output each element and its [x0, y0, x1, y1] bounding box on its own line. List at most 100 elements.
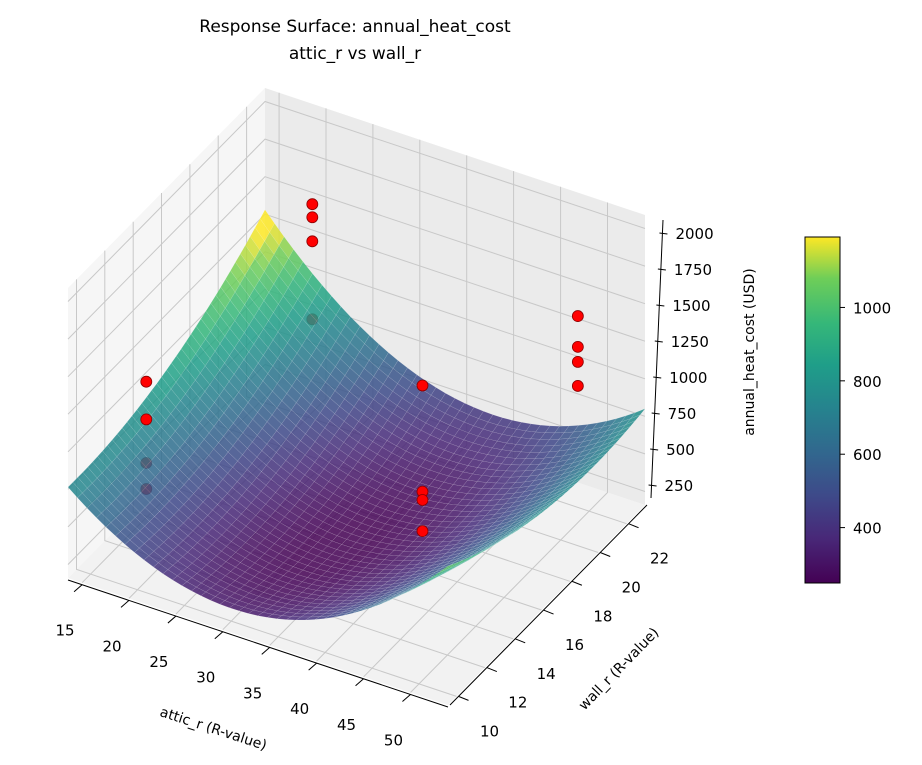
x-tick [355, 678, 364, 687]
y-tick-label: 20 [622, 578, 641, 596]
surface-patch [443, 562, 459, 572]
y-tick-label: 10 [480, 722, 499, 740]
surface-patch [561, 483, 577, 494]
z-gridline [67, 176, 646, 378]
surface-patch [462, 553, 478, 563]
surface-patch [522, 516, 537, 527]
y-axis-label: wall_r (R-value) [576, 625, 663, 714]
visible-points [140, 198, 584, 538]
y-gridline [104, 250, 485, 669]
surface-patch [610, 432, 626, 443]
z-axis-label: annual_heat_cost (USD) [742, 268, 758, 436]
z-tick [648, 484, 657, 487]
x-tick [167, 615, 177, 624]
y-tick [628, 523, 639, 529]
surface-patch [591, 453, 606, 464]
x-tick-label: 25 [149, 653, 168, 671]
x-tick-label: 40 [290, 700, 309, 718]
data-point [571, 356, 584, 368]
x-tick [402, 694, 411, 702]
surface-patch [595, 448, 611, 459]
data-point [571, 310, 584, 322]
x-tick [214, 631, 224, 640]
z-tick [650, 448, 659, 451]
z-tick [651, 412, 660, 415]
y-tick-label: 18 [593, 607, 612, 625]
surface-patch [566, 478, 582, 489]
data-point [306, 211, 319, 224]
surface-patch [581, 464, 596, 475]
surface-patch [600, 443, 616, 454]
colorbar-tick-label: 400 [853, 520, 882, 538]
surface-patch [507, 527, 523, 537]
y-tick [543, 609, 554, 615]
surface-patch [487, 539, 503, 550]
z-tick-label: 1250 [671, 333, 709, 351]
chart-subtitle: attic_r vs wall_r [289, 44, 421, 64]
colorbar-tick-label: 600 [853, 446, 882, 464]
z-tick [654, 340, 663, 343]
surface-patch [629, 408, 646, 420]
surface-patch [546, 496, 562, 507]
surface-patch [551, 492, 567, 502]
z-tick [659, 232, 668, 235]
data-point [416, 525, 429, 538]
x-tick [120, 600, 130, 608]
z-tick [657, 268, 666, 271]
x-tick-label: 15 [56, 622, 75, 640]
response-surface [67, 209, 646, 621]
colorbar-tick-label: 1000 [853, 299, 891, 317]
y-tick-label: 22 [650, 550, 669, 568]
data-point [306, 198, 319, 211]
surface-patch [531, 508, 547, 519]
data-point [416, 379, 429, 392]
x-tick-label: 35 [243, 684, 262, 702]
surface-patch [586, 459, 601, 470]
z-tick-label: 750 [668, 405, 697, 423]
chart-title: Response Surface: annual_heat_cost [199, 17, 511, 37]
surface-patch [526, 512, 542, 523]
y-tick [486, 667, 498, 673]
surface-patch [541, 500, 557, 511]
x-tick [261, 647, 271, 655]
surface-patch [458, 555, 473, 565]
z-tick-label: 1500 [672, 297, 710, 315]
data-point [571, 340, 584, 353]
surface-patch [477, 545, 493, 555]
z-axis-line [650, 219, 664, 499]
y-axis-line [449, 504, 648, 706]
colorbar-tick-label: 800 [853, 373, 882, 391]
data-point [140, 375, 153, 388]
surface-patch [576, 469, 591, 479]
z-tick-label: 250 [665, 477, 694, 495]
surface-patch [453, 557, 468, 567]
x-tick-label: 20 [102, 637, 121, 655]
surface-patch [502, 530, 518, 540]
y-tick [571, 580, 583, 586]
z-tick-label: 500 [666, 441, 695, 459]
x-tick-label: 50 [384, 731, 403, 749]
x-axis-label: attic_r (R-value) [158, 704, 269, 754]
z-tick [656, 304, 665, 307]
surface-patch [536, 504, 552, 515]
x-tick [308, 662, 317, 671]
x-tick [73, 584, 83, 593]
surface-patch [556, 487, 572, 498]
data-point [140, 413, 153, 426]
colorbar [804, 236, 841, 584]
surface-patch [438, 563, 454, 573]
x-axis-line [67, 579, 449, 708]
x-tick-label: 45 [337, 716, 356, 734]
z-tick-label: 2000 [675, 225, 713, 243]
y-tick-label: 12 [508, 694, 527, 712]
y-gridline [76, 279, 457, 697]
y-tick-label: 14 [537, 665, 556, 683]
surface-patch [482, 542, 498, 553]
z-tick [653, 376, 662, 379]
axes: 15 20 25 30 35 40 45 50 10 12 14 16 18 20 22 250 500 750 1… [56, 219, 714, 749]
y-tick [515, 638, 526, 644]
data-point [416, 494, 429, 506]
data-point [571, 380, 584, 392]
z-gridline [67, 138, 646, 340]
